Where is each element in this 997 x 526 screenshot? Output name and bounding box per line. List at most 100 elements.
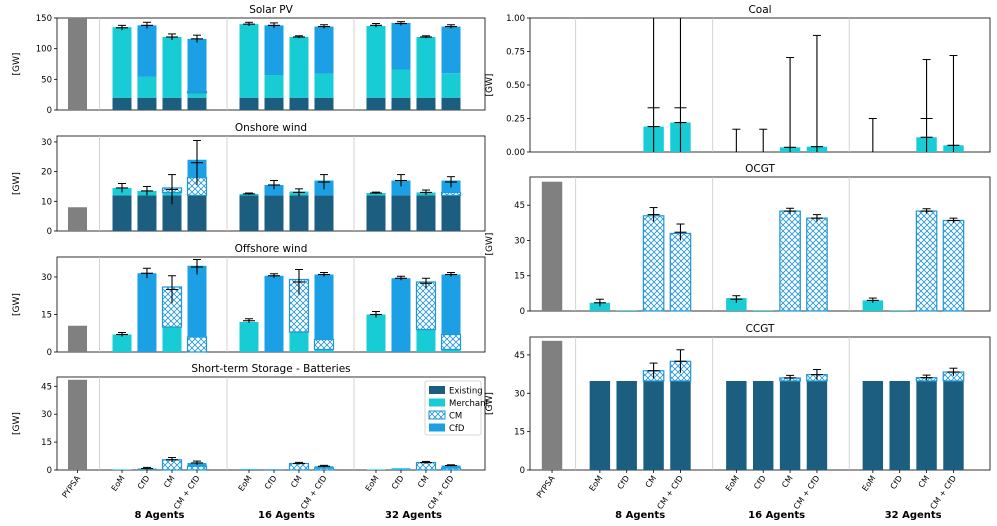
bar-merchant-eom <box>366 469 386 470</box>
bar-existing-eom <box>366 195 386 231</box>
y-tick-label: 30 <box>41 138 52 148</box>
bar-existing-cm-cfd <box>441 97 461 110</box>
bar-merchant-eom <box>726 298 747 311</box>
bar-cm-cm-cfd <box>186 90 208 94</box>
y-axis-label: [GW] <box>12 412 22 435</box>
bar-merchant-cm <box>289 37 309 98</box>
bar-merchant-cm <box>162 37 182 98</box>
y-axis-label: [GW] <box>485 392 495 415</box>
bar-cfd-cm-cfd <box>187 38 207 92</box>
y-tick-label: 0 <box>47 348 52 358</box>
bar-merchant-eom <box>366 25 386 98</box>
bar-cm-cm-cfd <box>669 232 692 312</box>
bar-merchant-cm <box>162 327 182 352</box>
chart-coal: Coal [GW] 0.00 0.25 0.50 0.75 1.00 <box>485 4 991 158</box>
bar-cm-cm-cfd <box>440 191 462 196</box>
bar-pypsa-pypsa <box>541 181 563 311</box>
bar-merchant-eom <box>239 24 259 98</box>
y-tick-label: 45 <box>41 382 52 392</box>
bar-existing-cfd <box>137 195 157 231</box>
x-tick-label: CfD <box>889 474 905 491</box>
bar-existing-cm <box>416 97 436 110</box>
bar-existing-cfd <box>391 97 411 110</box>
bar-existing-eom <box>112 195 132 231</box>
y-tick-label: 45 <box>514 201 525 211</box>
bar-existing-cm-cfd <box>314 195 334 231</box>
x-tick-label: EoM <box>587 474 604 493</box>
y-tick-label: 150 <box>36 14 52 24</box>
legend-swatch-existing <box>429 386 445 394</box>
chart-title: Coal <box>748 4 771 16</box>
y-axis-label: [GW] <box>12 172 22 195</box>
bar-cfd-cfd <box>264 25 284 76</box>
bar-existing-cm <box>416 195 436 231</box>
bar-cm-cm-cfd <box>806 217 828 312</box>
bar-existing-cm-cfd <box>943 380 964 470</box>
legend-label: Existing <box>449 387 483 397</box>
x-tick-label: CM + CfD <box>928 474 958 511</box>
bar-existing-cm <box>289 97 309 110</box>
bar-existing-eom <box>862 380 884 470</box>
y-tick-label: 0.50 <box>506 81 525 91</box>
legend-swatch-merchant <box>429 398 445 407</box>
bar-merchant-eom <box>112 334 132 352</box>
y-tick-label: 0 <box>520 466 525 476</box>
x-tick-label: CM + CfD <box>792 474 822 511</box>
bar-existing-cm <box>916 380 937 470</box>
bar-cm-cm-cfd <box>186 465 208 471</box>
y-tick-label: 15 <box>514 428 525 438</box>
y-tick-label: 0 <box>47 106 52 116</box>
group-label: 32 Agents <box>385 510 442 521</box>
bar-existing-cfd <box>889 380 910 470</box>
bar-existing-eom <box>112 97 132 110</box>
bar-existing-cm-cfd <box>314 97 334 110</box>
bar-merchant-eom <box>112 469 132 470</box>
bar-existing-eom <box>366 97 386 110</box>
x-tick-label: CM <box>289 474 304 489</box>
bar-cm-cm-cfd <box>942 219 965 312</box>
legend: Existing Merchant CM CfD <box>424 380 490 436</box>
x-tick-label: CM <box>917 474 932 489</box>
x-tick-label: EoM <box>724 474 741 493</box>
bar-existing-cfd <box>264 97 284 110</box>
bar-merchant-cfd <box>264 75 284 98</box>
y-tick-label: 30 <box>514 236 525 246</box>
legend-swatch-cfd <box>429 423 445 432</box>
bar-existing-cm <box>643 380 664 470</box>
x-tick-label: CM <box>780 474 795 489</box>
bar-cm-cm-cfd <box>313 338 335 351</box>
bar-existing-cfd <box>264 195 284 231</box>
y-tick-label: 45 <box>514 351 525 361</box>
bar-cm-cm-cfd <box>440 467 462 471</box>
bar-cfd-cm-cfd <box>187 265 207 337</box>
bar-existing-cm <box>289 195 309 231</box>
bar-existing-cfd <box>137 97 157 110</box>
x-tick-label: EoM <box>237 474 254 493</box>
y-tick-label: 0.25 <box>506 115 525 125</box>
bar-merchant-eom <box>366 193 386 196</box>
bar-cfd-cfd <box>264 275 284 352</box>
x-tick-label: CM + CfD <box>655 474 685 511</box>
bar-cfd-cfd <box>391 278 411 352</box>
y-tick-label: 20 <box>41 168 52 178</box>
bar-merchant-cfd <box>753 310 774 311</box>
bar-cfd-cfd <box>137 273 157 352</box>
bar-cm-cm <box>915 210 938 312</box>
bar-cfd-cm-cfd <box>441 465 461 469</box>
chart-ocgt: OCGT [GW] 0 15 30 45 <box>485 163 991 317</box>
bar-existing-eom <box>239 195 259 231</box>
y-tick-label: 0.75 <box>506 48 525 58</box>
bar-cfd-cfd <box>391 468 411 470</box>
x-tick-label: EoM <box>860 474 877 493</box>
bar-existing-eom <box>726 380 747 470</box>
bar-merchant-cm-cfd <box>314 349 334 352</box>
y-tick-label: 0 <box>47 466 52 476</box>
bar-merchant-cm-cfd <box>314 73 334 98</box>
bar-pypsa-pypsa <box>541 340 563 470</box>
chart-offshore: Offshore wind [GW] 0 15 30 <box>12 243 486 358</box>
bar-cm-cm <box>779 210 801 312</box>
axes-frame <box>56 376 486 471</box>
x-tick-label: CM + CfD <box>426 474 456 511</box>
group-label: 32 Agents <box>885 510 942 521</box>
